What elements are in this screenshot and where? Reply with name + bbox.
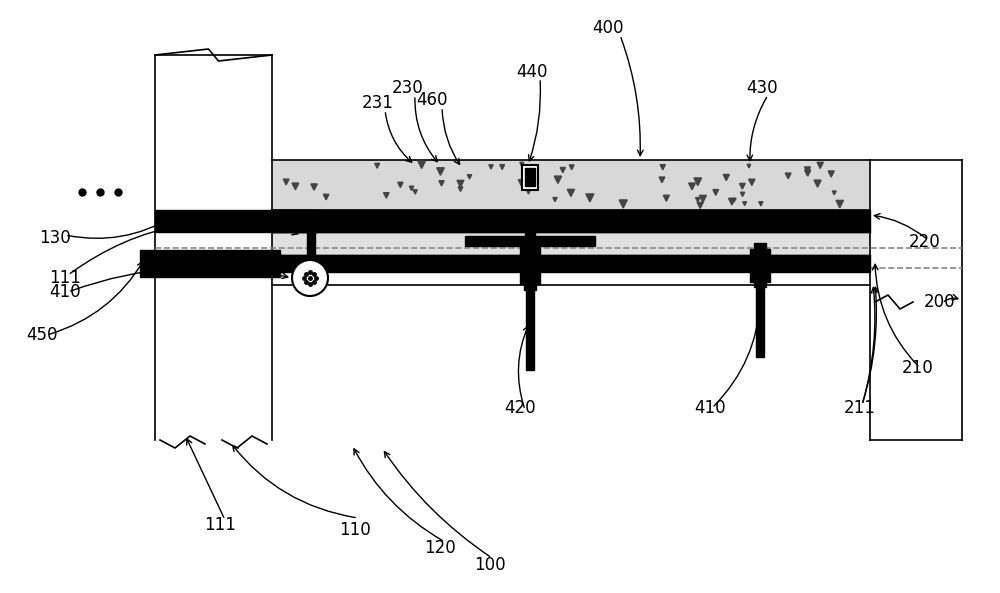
Polygon shape xyxy=(699,195,706,202)
Polygon shape xyxy=(663,195,669,201)
Text: 410: 410 xyxy=(694,399,726,417)
Bar xyxy=(307,232,315,255)
Polygon shape xyxy=(739,183,745,189)
Polygon shape xyxy=(804,167,810,173)
Polygon shape xyxy=(467,175,472,179)
Polygon shape xyxy=(832,191,836,195)
Bar xyxy=(525,232,535,255)
Polygon shape xyxy=(553,197,557,202)
Polygon shape xyxy=(785,173,791,179)
Polygon shape xyxy=(805,170,810,176)
Text: 120: 120 xyxy=(424,539,456,557)
Polygon shape xyxy=(805,170,811,176)
Polygon shape xyxy=(520,162,524,166)
Text: 110: 110 xyxy=(339,521,371,539)
Circle shape xyxy=(292,260,328,296)
Polygon shape xyxy=(457,180,464,187)
Bar xyxy=(520,272,540,284)
Polygon shape xyxy=(554,176,562,183)
Bar xyxy=(524,282,536,290)
Polygon shape xyxy=(689,183,695,190)
Polygon shape xyxy=(814,180,821,187)
Bar xyxy=(272,160,870,210)
Text: 200: 200 xyxy=(924,293,956,311)
Text: 400: 400 xyxy=(592,19,624,37)
Text: 220: 220 xyxy=(909,233,941,251)
Polygon shape xyxy=(759,202,763,206)
Polygon shape xyxy=(728,198,735,205)
Bar xyxy=(750,272,770,282)
Polygon shape xyxy=(500,165,505,170)
Polygon shape xyxy=(567,189,575,196)
Polygon shape xyxy=(694,178,702,186)
Polygon shape xyxy=(828,171,834,177)
Polygon shape xyxy=(713,190,719,195)
Polygon shape xyxy=(732,198,736,202)
Polygon shape xyxy=(384,193,389,198)
Bar xyxy=(526,290,534,370)
Polygon shape xyxy=(526,188,531,194)
Polygon shape xyxy=(526,167,531,173)
Text: 450: 450 xyxy=(26,326,58,344)
Bar xyxy=(756,287,764,357)
Bar xyxy=(520,247,540,259)
Text: 231: 231 xyxy=(362,94,394,112)
Text: 460: 460 xyxy=(416,91,448,109)
Polygon shape xyxy=(697,202,703,208)
Bar xyxy=(750,249,770,259)
Bar xyxy=(155,210,317,232)
Polygon shape xyxy=(439,181,444,186)
Text: 100: 100 xyxy=(474,556,506,574)
Bar xyxy=(272,232,870,255)
Polygon shape xyxy=(747,164,751,168)
Bar xyxy=(140,250,280,277)
Bar xyxy=(272,210,870,232)
Text: 111: 111 xyxy=(49,269,81,287)
Text: 420: 420 xyxy=(504,399,536,417)
Polygon shape xyxy=(409,186,414,190)
Bar xyxy=(465,236,595,246)
Polygon shape xyxy=(659,177,665,183)
Polygon shape xyxy=(518,180,525,187)
Text: 211: 211 xyxy=(844,399,876,417)
Polygon shape xyxy=(311,184,317,190)
Polygon shape xyxy=(619,200,627,208)
Polygon shape xyxy=(749,179,755,186)
Text: 440: 440 xyxy=(516,63,548,81)
Polygon shape xyxy=(418,161,425,168)
Polygon shape xyxy=(413,190,417,194)
Polygon shape xyxy=(817,162,823,168)
Polygon shape xyxy=(660,165,665,170)
Polygon shape xyxy=(375,163,380,168)
Text: 230: 230 xyxy=(392,79,424,97)
Text: 210: 210 xyxy=(902,359,934,377)
Polygon shape xyxy=(560,167,565,173)
Polygon shape xyxy=(437,168,444,176)
Polygon shape xyxy=(283,179,289,185)
Polygon shape xyxy=(696,197,700,202)
Bar xyxy=(522,165,538,190)
Polygon shape xyxy=(323,195,329,200)
Polygon shape xyxy=(836,200,843,208)
Polygon shape xyxy=(723,174,729,181)
Bar xyxy=(272,255,870,272)
Polygon shape xyxy=(292,183,299,190)
Polygon shape xyxy=(586,194,594,202)
Bar xyxy=(525,168,535,186)
Polygon shape xyxy=(489,165,493,169)
Text: 410: 410 xyxy=(49,283,81,301)
Polygon shape xyxy=(740,192,745,196)
Bar xyxy=(754,280,766,287)
Text: 111: 111 xyxy=(204,516,236,534)
Text: 430: 430 xyxy=(746,79,778,97)
Polygon shape xyxy=(458,187,463,192)
Text: 130: 130 xyxy=(39,229,71,247)
Polygon shape xyxy=(398,182,403,187)
Bar xyxy=(524,240,536,248)
Polygon shape xyxy=(569,165,574,170)
Polygon shape xyxy=(743,202,747,206)
Bar xyxy=(754,243,766,250)
